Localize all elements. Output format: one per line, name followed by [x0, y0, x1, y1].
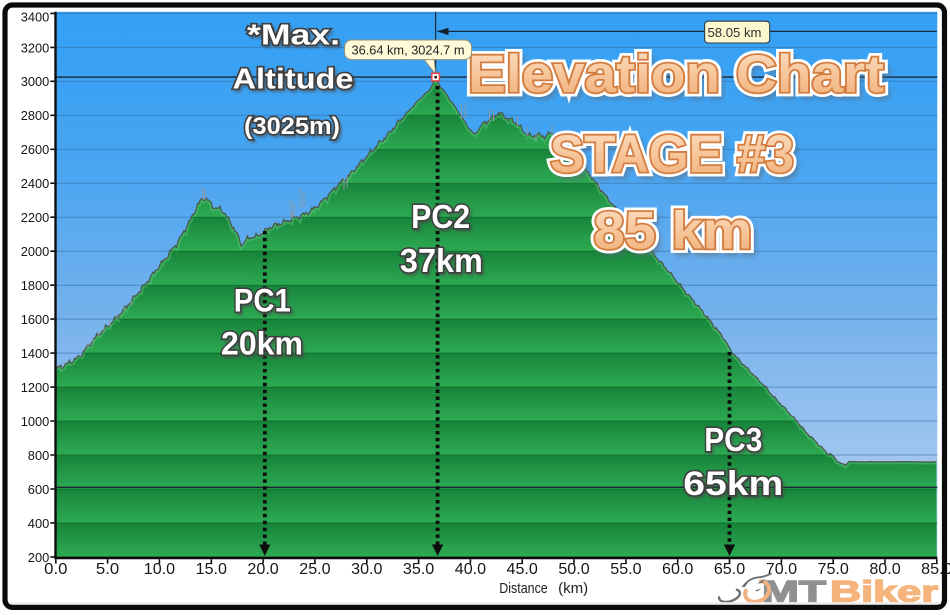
- svg-text:40.0: 40.0: [455, 561, 487, 578]
- svg-text:20km: 20km: [223, 328, 305, 364]
- svg-text:37km: 37km: [402, 245, 485, 282]
- svg-text:0.0: 0.0: [44, 561, 68, 578]
- svg-text:1800: 1800: [21, 278, 50, 293]
- svg-text:65km: 65km: [685, 468, 785, 506]
- svg-text:65.0: 65.0: [714, 561, 746, 578]
- svg-text:STAGE #3: STAGE #3: [554, 130, 798, 189]
- svg-text:70.0: 70.0: [766, 561, 798, 578]
- svg-text:1600: 1600: [21, 312, 50, 327]
- svg-text:PC2: PC2: [411, 198, 470, 235]
- svg-text:60.0: 60.0: [662, 561, 694, 578]
- svg-text:75.0: 75.0: [818, 561, 850, 578]
- svg-text:65km: 65km: [683, 465, 783, 503]
- svg-text:2000: 2000: [21, 244, 50, 259]
- svg-text:10.0: 10.0: [144, 561, 176, 578]
- svg-text:PC3: PC3: [704, 422, 762, 459]
- svg-text:(3025m): (3025m): [246, 116, 342, 143]
- svg-text:58.05 km: 58.05 km: [708, 25, 762, 40]
- svg-text:(3025m): (3025m): [244, 113, 340, 140]
- svg-text:36.64 km, 3024.7 m: 36.64 km, 3024.7 m: [352, 42, 465, 57]
- svg-text:1000: 1000: [21, 414, 50, 429]
- svg-text:2200: 2200: [21, 210, 50, 225]
- svg-text:55.0: 55.0: [610, 561, 642, 578]
- svg-text:35.0: 35.0: [403, 561, 435, 578]
- svg-text:Elevation Chart: Elevation Chart: [472, 50, 888, 109]
- svg-text:400: 400: [28, 516, 50, 531]
- svg-text:2400: 2400: [21, 176, 50, 191]
- svg-text:85 km: 85 km: [597, 206, 756, 265]
- svg-text:85 km: 85 km: [594, 202, 753, 261]
- svg-text:Altitude: Altitude: [235, 66, 356, 98]
- svg-text:2600: 2600: [21, 142, 50, 157]
- svg-text:PC2: PC2: [413, 201, 472, 238]
- svg-text:15.0: 15.0: [196, 561, 228, 578]
- svg-text:2800: 2800: [21, 108, 50, 123]
- svg-text:Elevation Chart: Elevation Chart: [468, 45, 884, 104]
- svg-text:80.0: 80.0: [869, 561, 901, 578]
- svg-text:Elevation Chart: Elevation Chart: [468, 45, 884, 104]
- svg-text:20.0: 20.0: [247, 561, 279, 578]
- svg-text:800: 800: [28, 448, 50, 463]
- svg-text:STAGE #3: STAGE #3: [550, 125, 794, 184]
- svg-text:1400: 1400: [21, 346, 50, 361]
- svg-text:600: 600: [28, 482, 50, 497]
- svg-text:PC1: PC1: [236, 285, 293, 321]
- svg-text:*Max.: *Max.: [249, 22, 342, 54]
- svg-text:37km: 37km: [400, 242, 483, 279]
- svg-text:30.0: 30.0: [351, 561, 383, 578]
- svg-text:STAGE #3: STAGE #3: [550, 125, 794, 184]
- svg-text:Altitude: Altitude: [233, 64, 354, 96]
- svg-text:50.0: 50.0: [558, 561, 590, 578]
- svg-text:3400: 3400: [21, 10, 50, 25]
- svg-text:20km: 20km: [221, 326, 303, 362]
- svg-text:200: 200: [28, 550, 50, 565]
- svg-text:(km): (km): [558, 581, 588, 597]
- svg-text:PC1: PC1: [234, 283, 291, 319]
- svg-text:1200: 1200: [21, 380, 50, 395]
- svg-text:Distance: Distance: [499, 581, 548, 597]
- svg-text:PC3: PC3: [706, 425, 764, 462]
- svg-text:*Max.: *Max.: [247, 20, 340, 52]
- svg-text:3200: 3200: [21, 40, 50, 55]
- svg-text:85 km: 85 km: [594, 202, 753, 261]
- svg-text:5.0: 5.0: [96, 561, 120, 578]
- svg-text:25.0: 25.0: [299, 561, 331, 578]
- svg-text:3000: 3000: [21, 74, 50, 89]
- svg-text:45.0: 45.0: [507, 561, 539, 578]
